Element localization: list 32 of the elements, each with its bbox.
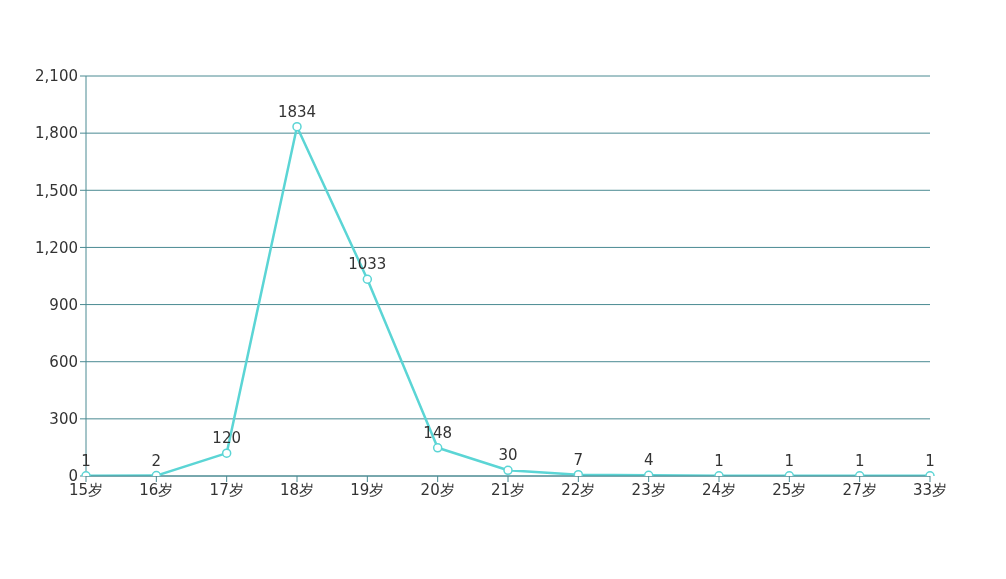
data-label: 2	[151, 451, 162, 470]
x-tick-label: 23岁	[631, 480, 666, 499]
point	[292, 121, 302, 132]
y-tick-label: 1,500	[35, 181, 78, 200]
x-tick-label: 25岁	[772, 480, 807, 499]
x-tick-label: 19岁	[350, 480, 385, 499]
x-tick-label: 21岁	[490, 480, 526, 499]
data-label: 1834	[277, 102, 317, 121]
x-tick-label: 27岁	[842, 480, 877, 499]
data-label: 1	[81, 451, 91, 470]
y-tick-label: 1,800	[35, 124, 78, 143]
x-tick-label: 22岁	[561, 480, 596, 499]
data-label: 1	[854, 451, 865, 470]
x-tick-label: 17岁	[209, 480, 244, 499]
data-label: 1	[714, 451, 724, 470]
x-tick-label: 20岁	[420, 480, 455, 499]
data-label: 1	[784, 451, 795, 470]
x-tick-label: 33岁	[912, 480, 948, 499]
data-label: 4	[643, 451, 654, 470]
y-tick-label: 2,100	[35, 67, 78, 86]
x-tick-label: 16岁	[139, 480, 174, 499]
data-label: 1	[925, 451, 935, 470]
point	[221, 448, 232, 458]
data-label: 30	[498, 446, 518, 465]
y-tick-label: 900	[49, 295, 78, 314]
point	[362, 274, 373, 284]
y-tick-label: 300	[49, 410, 78, 429]
y-tick-label: 1,200	[35, 238, 78, 257]
x-tick-label: 18岁	[279, 480, 315, 499]
data-label: 7	[573, 450, 584, 469]
y-tick-label: 600	[49, 353, 78, 372]
x-tick-label: 24岁	[701, 480, 737, 499]
